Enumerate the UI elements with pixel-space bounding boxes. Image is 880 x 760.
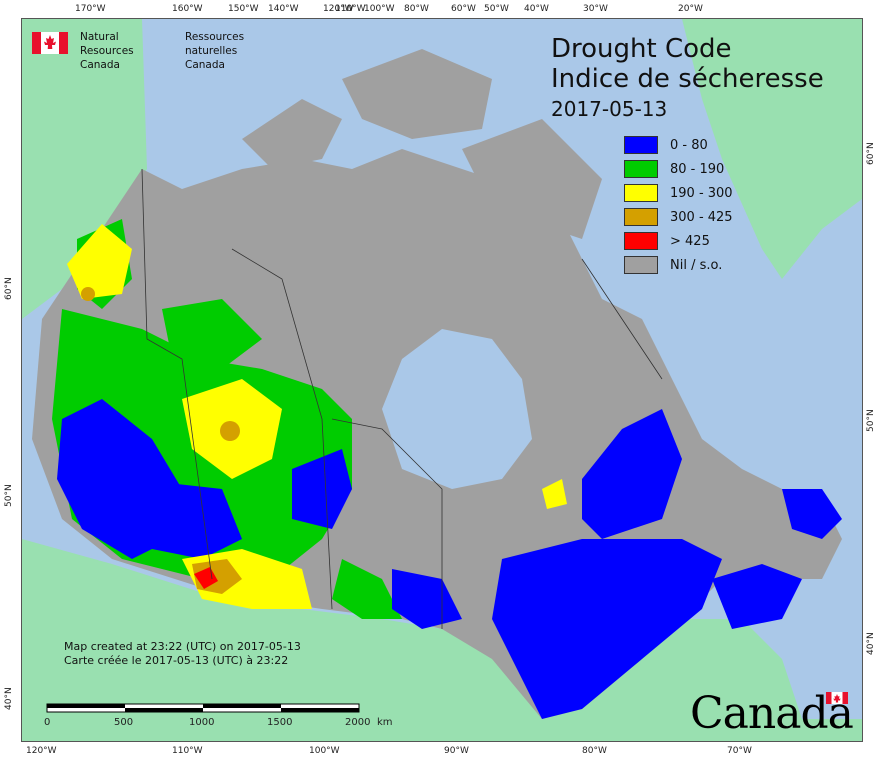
agency-en-line1: Natural Resources bbox=[80, 31, 134, 57]
grat-bottom-label: 70°W bbox=[727, 746, 752, 756]
blue-zone-qc-east bbox=[582, 409, 682, 539]
grat-top-label: 30°W bbox=[583, 4, 608, 14]
arctic-island-3 bbox=[462, 119, 602, 239]
red-zone-alberta bbox=[194, 567, 218, 589]
grat-top-label: 140°W bbox=[268, 4, 299, 14]
wordmark-flag-icon bbox=[826, 692, 848, 704]
scale-tick-label: 0 bbox=[44, 717, 51, 728]
blue-zone-on bbox=[392, 569, 462, 629]
grat-bottom-label: 100°W bbox=[309, 746, 340, 756]
legend-item: 190 - 300 bbox=[624, 181, 733, 205]
drought-map bbox=[22, 19, 862, 741]
legend-label: 190 - 300 bbox=[670, 185, 733, 201]
legend-item: 300 - 425 bbox=[624, 205, 733, 229]
legend-swatch bbox=[624, 208, 658, 226]
alaska-land bbox=[22, 19, 147, 319]
scale-unit: km bbox=[377, 717, 393, 728]
blue-zone-ab bbox=[132, 479, 242, 559]
agency-fr-line1: Ressources naturelles bbox=[185, 31, 245, 57]
created-en: Map created at 23:22 (UTC) on 2017-05-13 bbox=[64, 640, 301, 653]
legend-swatch bbox=[624, 136, 658, 154]
orange-zone-1 bbox=[220, 421, 240, 441]
legend-item: 0 - 80 bbox=[624, 133, 733, 157]
yellow-zone-qc bbox=[542, 479, 567, 509]
title-date: 2017-05-13 bbox=[551, 97, 668, 121]
title-en: Drought Code bbox=[551, 34, 732, 64]
grat-top-label: 110°W bbox=[335, 4, 366, 14]
greenland-land bbox=[682, 19, 862, 279]
grat-right-label: 50°N bbox=[866, 409, 876, 432]
provincial-borders bbox=[141, 168, 663, 629]
blue-zone-nl bbox=[782, 489, 842, 539]
grat-bottom-label: 80°W bbox=[582, 746, 607, 756]
arctic-island-2 bbox=[342, 49, 492, 139]
grat-left-label: 40°N bbox=[4, 687, 14, 710]
legend: 0 - 80 80 - 190 190 - 300 300 - 425 > 425 Nil… bbox=[624, 133, 733, 277]
grat-top-label: 80°W bbox=[404, 4, 429, 14]
yellow-zone-yukon bbox=[67, 224, 132, 299]
blue-zone-qc-south bbox=[492, 539, 722, 719]
scale-tick-label: 1000 bbox=[189, 717, 215, 728]
scale-tick-label: 500 bbox=[114, 717, 134, 728]
grat-top-label: 20°W bbox=[678, 4, 703, 14]
canada-wordmark: Canada bbox=[690, 688, 854, 739]
title-fr: Indice de sécheresse bbox=[551, 64, 824, 94]
blue-zone-sk bbox=[292, 449, 352, 529]
grat-bottom-label: 110°W bbox=[172, 746, 203, 756]
grat-top-label: 120°W bbox=[323, 4, 354, 14]
legend-label: 0 - 80 bbox=[670, 137, 708, 153]
grat-bottom-label: 120°W bbox=[26, 746, 57, 756]
legend-item: 80 - 190 bbox=[624, 157, 733, 181]
legend-item: Nil / s.o. bbox=[624, 253, 733, 277]
grat-top-label: 100°W bbox=[364, 4, 395, 14]
created-stamp: Map created at 23:22 (UTC) on 2017-05-13… bbox=[64, 640, 301, 668]
canada-flag-icon bbox=[32, 32, 68, 54]
legend-swatch bbox=[624, 184, 658, 202]
legend-label: Nil / s.o. bbox=[670, 257, 723, 273]
grat-top-label: 150°W bbox=[228, 4, 259, 14]
scale-tick-label: 2000 bbox=[345, 717, 371, 728]
arctic-island-1 bbox=[242, 99, 342, 169]
grat-top-label: 50°W bbox=[484, 4, 509, 14]
legend-swatch bbox=[624, 160, 658, 178]
grat-top-label: 40°W bbox=[524, 4, 549, 14]
hudson-bay bbox=[382, 329, 532, 489]
scale-tick-label: 1500 bbox=[267, 717, 293, 728]
green-zone-east bbox=[332, 559, 402, 619]
map-frame: 170°W bbox=[21, 18, 863, 742]
scale-bar-graphic bbox=[46, 703, 360, 713]
legend-label: 80 - 190 bbox=[670, 161, 725, 177]
grat-right-label: 40°N bbox=[866, 632, 876, 655]
grat-top-label: 160°W bbox=[172, 4, 203, 14]
grat-top-label: 60°W bbox=[451, 4, 476, 14]
usa-land bbox=[22, 539, 862, 741]
created-fr: Carte créée le 2017-05-13 (UTC) à 23:22 bbox=[64, 654, 289, 667]
orange-zone-2 bbox=[81, 287, 95, 301]
legend-item: > 425 bbox=[624, 229, 733, 253]
grat-left-label: 50°N bbox=[4, 484, 14, 507]
legend-swatch bbox=[624, 256, 658, 274]
legend-label: 300 - 425 bbox=[670, 209, 733, 225]
legend-swatch bbox=[624, 232, 658, 250]
agency-fr-line2: Canada bbox=[185, 59, 225, 71]
grat-left-label: 60°N bbox=[4, 277, 14, 300]
grat-top-label: 170°W bbox=[75, 4, 106, 14]
grat-bottom-label: 90°W bbox=[444, 746, 469, 756]
map-title: Drought Code Indice de sécheresse 2017-0… bbox=[551, 34, 824, 122]
agency-en-line2: Canada bbox=[80, 59, 120, 71]
legend-label: > 425 bbox=[670, 233, 710, 249]
grat-right-label: 60°N bbox=[866, 142, 876, 165]
blue-zone-maritime bbox=[712, 564, 802, 629]
green-zone-north bbox=[162, 299, 262, 369]
